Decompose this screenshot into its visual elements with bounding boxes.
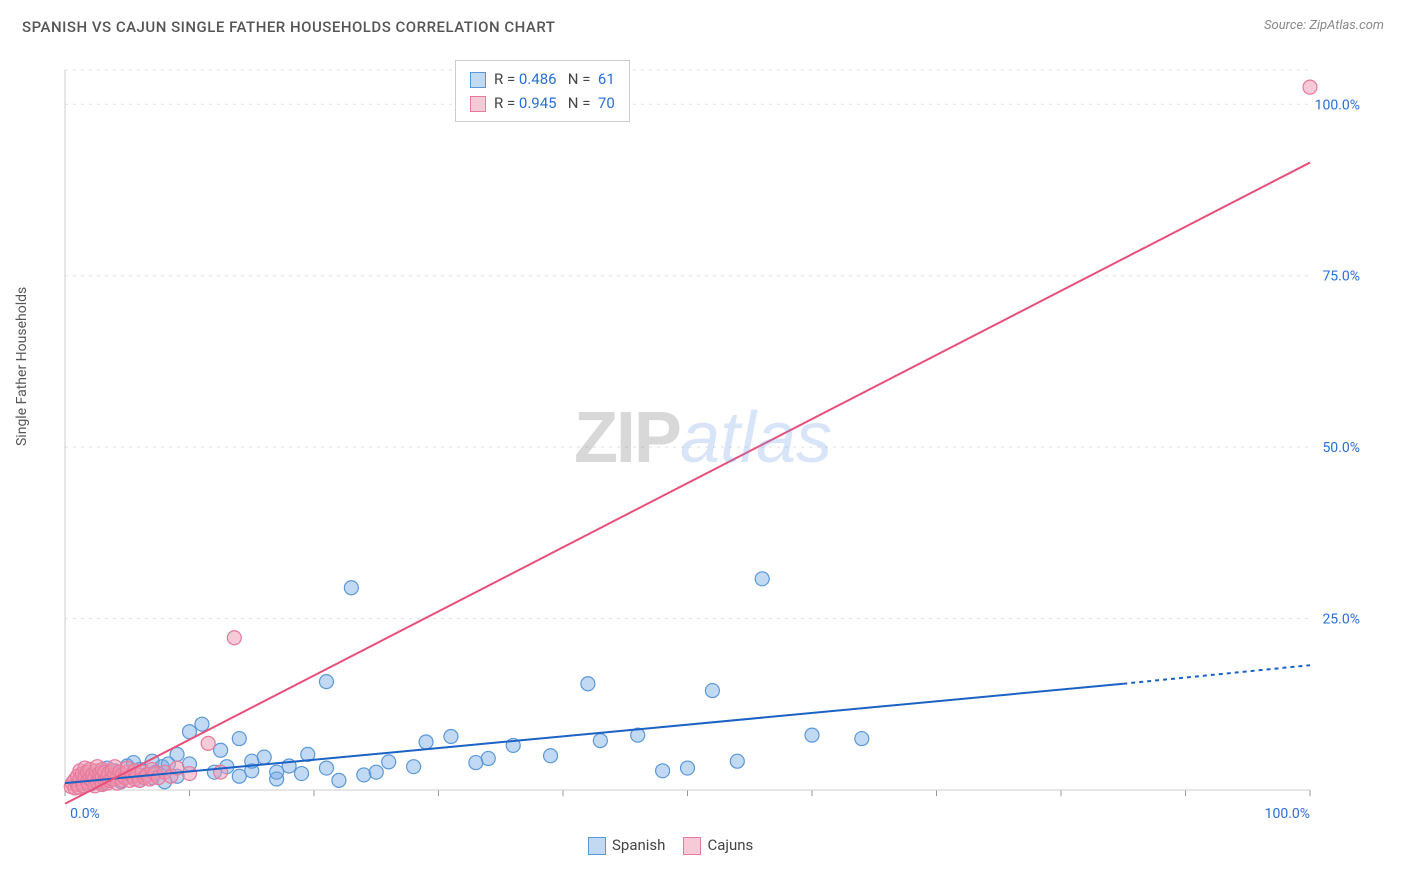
r-value: 0.945 bbox=[519, 94, 557, 112]
legend-swatch-spanish bbox=[588, 837, 606, 855]
stats-swatch bbox=[470, 96, 486, 112]
svg-text:100.0%: 100.0% bbox=[1265, 806, 1310, 822]
chart-svg: 25.0% 50.0% 75.0% 100.0% 0.0% 100.0% bbox=[60, 60, 1370, 830]
n-value: 61 bbox=[598, 70, 615, 88]
y-axis-label: Single Father Households bbox=[14, 287, 30, 446]
stats-legend-box: R = 0.486 N = 61R = 0.945 N = 70 bbox=[455, 60, 630, 122]
r-label: R = bbox=[494, 70, 519, 88]
svg-text:25.0%: 25.0% bbox=[1322, 612, 1360, 628]
svg-text:100.0%: 100.0% bbox=[1315, 97, 1360, 113]
r-value: 0.486 bbox=[519, 70, 557, 88]
stats-row: R = 0.486 N = 61 bbox=[470, 67, 615, 91]
n-label: N = bbox=[568, 70, 594, 88]
svg-text:50.0%: 50.0% bbox=[1322, 440, 1360, 456]
legend-swatch-cajuns bbox=[683, 837, 701, 855]
stats-row: R = 0.945 N = 70 bbox=[470, 91, 615, 115]
legend-label-spanish: Spanish bbox=[612, 836, 665, 854]
chart-title: SPANISH VS CAJUN SINGLE FATHER HOUSEHOLD… bbox=[22, 18, 555, 36]
svg-text:75.0%: 75.0% bbox=[1322, 269, 1360, 285]
chart-plot-area: 25.0% 50.0% 75.0% 100.0% 0.0% 100.0% bbox=[60, 60, 1370, 830]
n-value: 70 bbox=[598, 94, 615, 112]
legend-bottom: Spanish Cajuns bbox=[570, 836, 753, 855]
legend-label-cajuns: Cajuns bbox=[707, 836, 753, 854]
n-label: N = bbox=[568, 94, 594, 112]
stats-swatch bbox=[470, 72, 486, 88]
chart-source: Source: ZipAtlas.com bbox=[1264, 18, 1384, 33]
svg-text:0.0%: 0.0% bbox=[70, 806, 100, 822]
r-label: R = bbox=[494, 94, 519, 112]
